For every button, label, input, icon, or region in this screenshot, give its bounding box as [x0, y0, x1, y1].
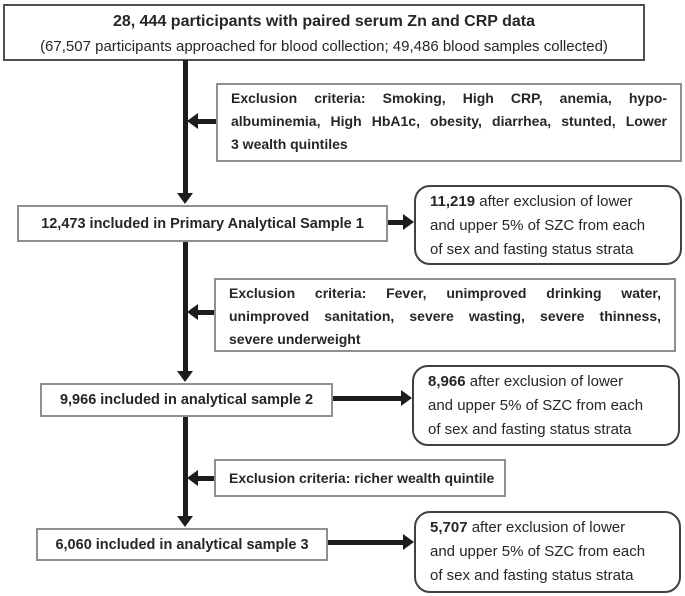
exclusion-criteria-text: 3 wealth quintiles: [231, 136, 348, 152]
trunk-line-2: [183, 242, 188, 372]
left-arrow-shaft-1: [196, 119, 216, 124]
result-line: of sex and fasting status strata: [430, 241, 634, 258]
exclusion-criteria-line: Exclusion criteria: Smoking, High CRP, a…: [231, 87, 667, 110]
result-box-1: 11,219 after exclusion of lower and upper…: [414, 185, 682, 265]
right-arrow-shaft-1: [388, 220, 404, 225]
sample-box-3-label: 6,060 included in analytical sample 3: [55, 536, 309, 553]
exclusion-criteria-line: Exclusion criteria: richer wealth quinti…: [229, 467, 495, 490]
exclusion-criteria-line: Exclusion criteria: Fever, unimproved dr…: [229, 282, 661, 305]
exclusion-criteria-label: Exclusion criteria:: [229, 285, 387, 301]
left-arrow-shaft-2: [196, 310, 214, 315]
exclusion-criteria-line: 3 wealth quintiles: [231, 133, 667, 156]
right-arrow-shaft-3: [328, 540, 404, 545]
exclusion-criteria-line: albuminemia, High HbA1c, obesity, diarrh…: [231, 110, 667, 133]
exclusion-criteria-text: Smoking, High CRP, anemia, hypo-: [382, 90, 667, 106]
exclusion-criteria-text: severe underweight: [229, 331, 361, 347]
down-arrowhead-3-icon: [177, 516, 193, 527]
sample-box-1-label: 12,473 included in Primary Analytical Sa…: [41, 215, 364, 232]
exclusion-criteria-label: Exclusion criteria:: [231, 90, 383, 106]
result-line: 8,966 after exclusion of lower: [428, 373, 624, 390]
enrollment-box: 28, 444 participants with paired serum Z…: [3, 4, 645, 61]
exclusion-criteria-line: unimproved sanitation, severe wasting, s…: [229, 305, 661, 328]
result-line: 5,707 after exclusion of lower: [430, 519, 626, 536]
exclusion-criteria-label: Exclusion criteria:: [229, 469, 355, 486]
exclusion-criteria-text: richer wealth quintile: [354, 469, 495, 486]
right-arrowhead-3-icon: [403, 534, 414, 550]
result-line: 11,219 after exclusion of lower: [430, 193, 633, 210]
enrollment-count: 28, 444 participants with paired serum Z…: [112, 13, 536, 30]
exclusion-box-1: Exclusion criteria: Smoking, High CRP, a…: [216, 83, 682, 162]
result-line: and upper 5% of SZC from each: [428, 397, 644, 414]
result-count: 11,219: [430, 193, 476, 210]
result-box-2: 8,966 after exclusion of lower and upper …: [412, 365, 680, 446]
down-arrowhead-1-icon: [177, 193, 193, 204]
result-count: 8,966: [428, 373, 466, 390]
right-arrowhead-2-icon: [401, 390, 412, 406]
exclusion-criteria-text: albuminemia, High HbA1c, obesity, diarrh…: [231, 113, 667, 129]
result-line: and upper 5% of SZC from each: [430, 543, 646, 560]
exclusion-box-3: Exclusion criteria: richer wealth quinti…: [214, 459, 506, 497]
exclusion-box-2: Exclusion criteria: Fever, unimproved dr…: [214, 278, 676, 352]
exclusion-criteria-text: Fever, unimproved drinking water,: [386, 285, 661, 301]
exclusion-criteria-line: severe underweight: [229, 328, 661, 351]
sample-box-3: 6,060 included in analytical sample 3: [36, 528, 328, 561]
exclusion-criteria-text: unimproved sanitation, severe wasting, s…: [229, 308, 661, 324]
result-count: 5,707: [430, 519, 468, 536]
sample-box-2: 9,966 included in analytical sample 2: [40, 383, 333, 417]
left-arrowhead-3-icon: [187, 470, 198, 486]
left-arrowhead-2-icon: [187, 304, 198, 320]
left-arrow-shaft-3: [196, 476, 214, 481]
down-arrowhead-2-icon: [177, 371, 193, 382]
right-arrowhead-1-icon: [403, 214, 414, 230]
result-box-3: 5,707 after exclusion of lower and upper …: [414, 511, 681, 593]
sample-box-2-label: 9,966 included in analytical sample 2: [59, 392, 314, 408]
result-line: and upper 5% of SZC from each: [430, 217, 646, 234]
enrollment-detail: (67,507 participants approached for bloo…: [40, 38, 608, 55]
trunk-line-3: [183, 417, 188, 517]
left-arrowhead-1-icon: [187, 113, 198, 129]
result-line: of sex and fasting status strata: [430, 567, 634, 584]
right-arrow-shaft-2: [333, 396, 402, 401]
result-line: of sex and fasting status strata: [428, 421, 632, 438]
trunk-line-1: [183, 60, 188, 194]
sample-box-1: 12,473 included in Primary Analytical Sa…: [17, 205, 388, 242]
